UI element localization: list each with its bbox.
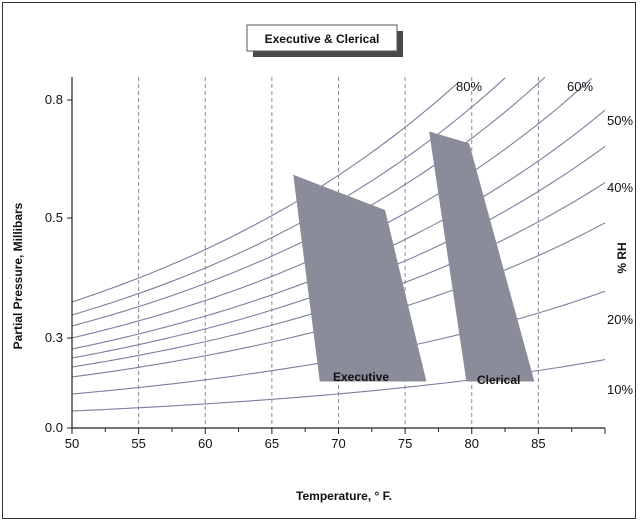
x-tick-label: 85 <box>531 436 545 451</box>
x-tick-label: 55 <box>131 436 145 451</box>
x-tick-label: 60 <box>198 436 212 451</box>
y-tick-label: 0.5 <box>45 210 63 225</box>
x-tick-label: 80 <box>465 436 479 451</box>
y-axis-title: Partial Pressure, Millibars <box>11 202 25 349</box>
region-label-executive: Executive <box>333 370 389 384</box>
y-tick-label: 0.8 <box>45 92 63 107</box>
x-tick-label: 50 <box>65 436 79 451</box>
axes <box>67 77 606 434</box>
vertical-gridlines <box>138 77 539 428</box>
comfort-regions <box>293 131 535 382</box>
labels: 0.0 0.3 0.5 0.8 50 55 60 65 70 75 80 85 10% 20% 40% 50%… <box>45 79 634 451</box>
chart-title: Executive & Clerical <box>265 32 380 46</box>
y-tick-label: 0.0 <box>45 420 63 435</box>
x-axis-title: Temperature, ° F. <box>296 489 392 503</box>
rh-label-20: 20% <box>607 312 633 327</box>
rh-label-60: 60% <box>567 79 593 94</box>
rh-label-40: 40% <box>607 180 633 195</box>
rh-label-10: 10% <box>607 382 633 397</box>
region-label-clerical: Clerical <box>477 373 520 387</box>
region-clerical <box>429 131 535 382</box>
y-tick-label: 0.3 <box>45 330 63 345</box>
title-box: Executive & Clerical <box>246 24 403 57</box>
rh-label-80: 80% <box>456 79 482 94</box>
x-tick-label: 65 <box>265 436 279 451</box>
x-tick-label: 75 <box>398 436 412 451</box>
rh-label-50: 50% <box>607 113 633 128</box>
right-axis-title: % RH <box>615 242 629 273</box>
region-executive <box>293 174 427 382</box>
rh-curve-100 <box>71 81 459 303</box>
x-tick-label: 70 <box>331 436 345 451</box>
